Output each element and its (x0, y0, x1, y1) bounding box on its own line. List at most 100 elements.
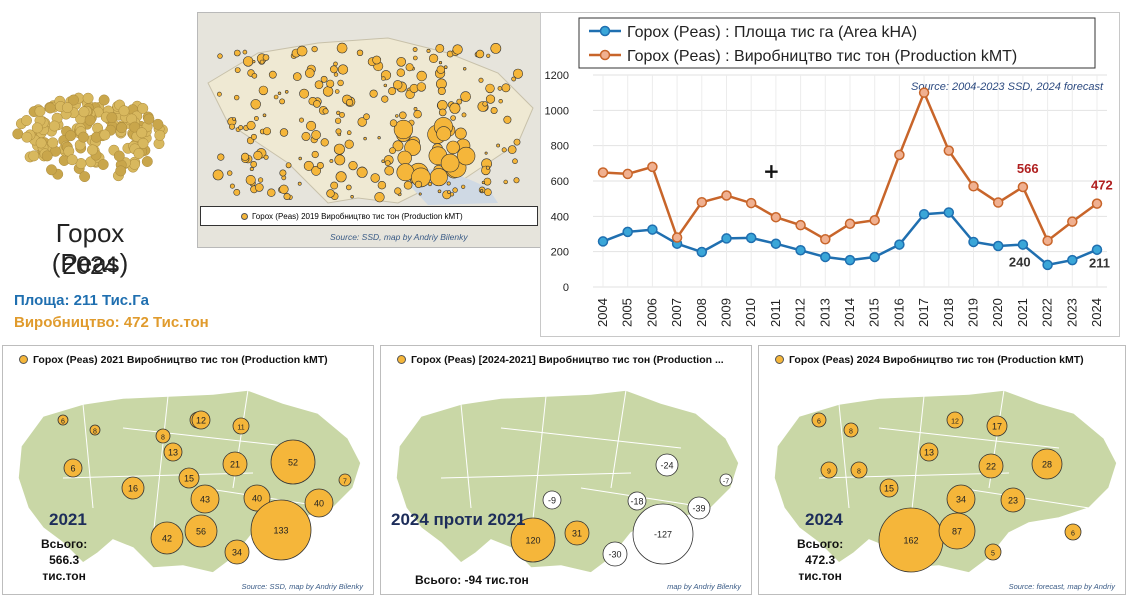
map-2019-bubble (416, 70, 427, 82)
map-2019-bubble (484, 151, 488, 155)
x-tick-label: 2016 (891, 298, 906, 327)
region-border (152, 395, 169, 539)
map-2019-bubble (413, 109, 422, 119)
map-2019-bubble (242, 49, 248, 55)
map-2019-bubble (262, 54, 270, 61)
map-2019-bubble (333, 143, 345, 155)
area-point (894, 239, 905, 250)
map-2019-bubble (381, 76, 386, 81)
pea-grain (143, 113, 155, 125)
region-bubble (191, 410, 211, 430)
region-bubble-label: 6 (70, 464, 75, 474)
map-2019-bubble (346, 130, 352, 135)
map-2019-bubble (346, 184, 352, 191)
region-bubble (150, 521, 184, 555)
area-point (1091, 244, 1103, 255)
map-2019-bubble (485, 165, 490, 170)
region-bubble-label: -30 (608, 550, 621, 560)
legend-label: Горох (Peas) : Площа тис га (Area kHA) (627, 24, 917, 41)
pea-grain (12, 128, 24, 140)
legend-marker (599, 25, 611, 37)
pea-grain (79, 171, 91, 183)
legend-label: Горох (Peas) : Виробництво тис тон (Prod… (627, 48, 1017, 65)
region-bubble-label: 28 (1042, 460, 1052, 470)
region-bubble-label: 52 (288, 458, 298, 468)
pea-grain (141, 156, 153, 167)
region-bubble (602, 541, 628, 567)
map-2019-bubble (311, 45, 318, 53)
map-2019-bubble (249, 167, 254, 172)
y-tick-label: 600 (551, 176, 569, 188)
production-point (745, 197, 757, 209)
x-tick-label: 2023 (1064, 298, 1079, 327)
map-2019-bubble (333, 61, 338, 67)
map-2019-bubble (498, 98, 503, 104)
region-bubble-label: 21 (230, 460, 240, 470)
y-tick-label: 1200 (545, 70, 569, 82)
peas-pile-image (12, 92, 168, 183)
map-2019-bubble (388, 87, 397, 96)
region-border (610, 389, 627, 489)
map-2019-bubble (346, 98, 354, 107)
area-point (696, 246, 708, 258)
area-point (745, 232, 757, 244)
map-2019-bubble (320, 75, 328, 83)
pea-grain (21, 115, 32, 126)
region-border (878, 427, 1060, 449)
chart-data-label: 240 (1009, 255, 1031, 270)
production-point (1067, 216, 1078, 227)
x-tick-label: 2024 (1089, 298, 1104, 327)
pea-grain (21, 131, 33, 143)
region-bubble (986, 415, 1008, 437)
map-2019-bubble (437, 189, 442, 194)
map-2019-bubble (238, 125, 244, 131)
region-bubble-label: 87 (952, 527, 962, 537)
map-2019-bubble (496, 143, 501, 148)
map-2019-bubble (447, 190, 451, 194)
production-point (820, 234, 831, 245)
y-tick-label: 800 (551, 141, 569, 153)
map-panel-total-line: 566.3 (49, 553, 80, 567)
map-2019-bubble (252, 59, 256, 64)
region-bubble-label: 8 (849, 429, 853, 436)
map-2019-bubble (377, 136, 381, 140)
map-2019-bubble (374, 192, 385, 203)
map-2019-bubble (372, 55, 382, 65)
map-panel-total-line: тис.тон (798, 569, 842, 583)
region-bubble (879, 478, 899, 498)
region-bubble-label: 34 (956, 495, 966, 505)
map-2019-bubble (357, 117, 367, 127)
region-bubble-label: 15 (884, 484, 894, 494)
map-2019-bubble (233, 49, 241, 57)
map-2019-bubble (384, 160, 391, 166)
map-2019-bubble (301, 131, 311, 141)
region-bubble-label: 40 (252, 494, 262, 504)
region-border (82, 403, 94, 509)
map-2019-bubble (273, 94, 279, 100)
region-bubble-label: 17 (992, 422, 1002, 432)
map-2019-bubble (313, 100, 321, 108)
map-2019-bubble (456, 146, 476, 166)
map-2019-bubble (436, 65, 446, 74)
map-2019-bubble (279, 98, 285, 105)
pea-grain (78, 106, 90, 118)
map-panel-total-line: Всього: (41, 537, 88, 551)
y-tick-label: 1000 (545, 105, 569, 117)
x-tick-label: 2008 (694, 298, 709, 327)
map-2019-bubble (267, 188, 276, 197)
map-canvas: 6 8 12 17 9 8 13 28 15 22 34 23 162 87 6 5 (773, 389, 1118, 574)
legend-dot-icon (775, 355, 784, 364)
map-2019-bubble (475, 49, 485, 59)
area-point (943, 207, 955, 218)
region-bubble (820, 461, 838, 479)
region-bubble (222, 451, 248, 477)
region-bubble-label: 11 (237, 425, 244, 432)
production-point (968, 181, 979, 192)
map-2019-bubble (512, 158, 518, 164)
map-2019-bubble (228, 123, 235, 130)
region-bubble-label: 23 (1008, 496, 1018, 506)
region-bubble (57, 414, 69, 426)
region-bubble (1031, 448, 1063, 480)
region-bubble (155, 428, 171, 444)
map-2019-bubble (329, 65, 338, 74)
